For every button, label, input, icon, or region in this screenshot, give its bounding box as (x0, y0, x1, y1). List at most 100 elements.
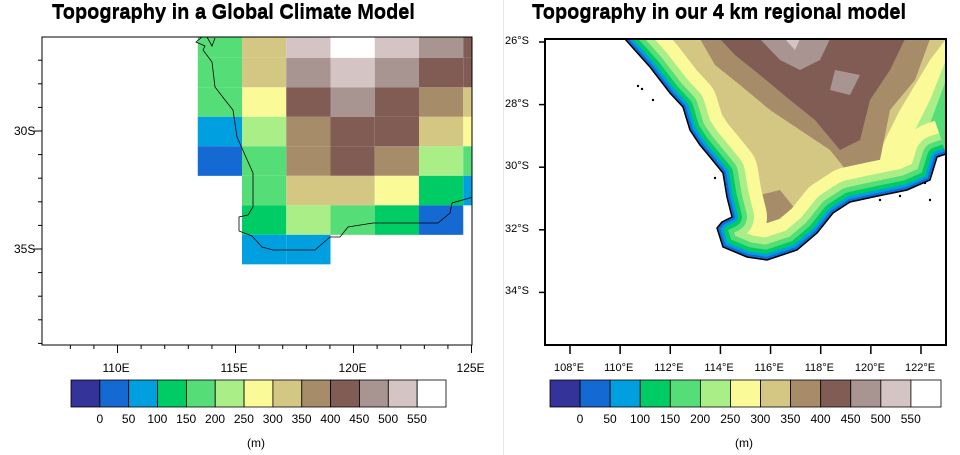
highland (720, 39, 905, 150)
grid-cell (419, 57, 464, 88)
left-title: Topography in a Global Climate Model (52, 1, 415, 23)
colorbar-label: 0 (96, 412, 104, 426)
grid-cell (197, 146, 243, 176)
lon-label: 110°E (604, 362, 634, 374)
colorbar-label: 200 (690, 412, 711, 426)
grid-cell (463, 37, 472, 58)
grid-cell (242, 205, 287, 235)
grid-cell (463, 175, 472, 206)
colorbar-swatch (157, 379, 187, 408)
lon-label: 110E (102, 361, 130, 375)
colorbar-swatch (579, 379, 611, 408)
grid-cell (242, 116, 287, 147)
colorbar-swatch (850, 379, 882, 408)
colorbar-label: 50 (603, 412, 617, 426)
right-chart-title: Topography in our 4 km regional model (532, 2, 906, 24)
grid-cell (374, 87, 420, 117)
grid-cell (242, 37, 287, 58)
island (923, 181, 927, 185)
colorbar-swatch (820, 379, 852, 408)
grid-cell (463, 116, 472, 147)
grid-cell (330, 146, 375, 176)
colorbar-swatch (760, 379, 792, 408)
island (878, 198, 882, 202)
island (651, 98, 655, 102)
colorbar-swatch (185, 379, 216, 408)
grid-cell (286, 146, 331, 176)
colorbar-swatch (416, 379, 447, 408)
colorbar-swatch (549, 379, 581, 408)
island (898, 194, 902, 198)
colorbar-swatch (243, 379, 274, 408)
lon-label: 118°E (804, 362, 834, 374)
grid-cell (197, 37, 243, 58)
colorbar-swatch (669, 379, 701, 408)
grid-cell (286, 116, 331, 147)
grid-cell (286, 87, 331, 117)
grid-cell (242, 87, 287, 117)
lon-label: 125E (456, 361, 485, 375)
grid-cell (286, 37, 331, 58)
grid-cell (419, 87, 464, 117)
grid-cell (242, 234, 287, 265)
grid-cell (374, 37, 420, 58)
colorbar-label: 400 (320, 412, 341, 426)
grid-cell (330, 205, 375, 235)
colorbar-label: 450 (349, 412, 370, 426)
grid-cell (286, 234, 331, 265)
colorbar-label: 500 (870, 412, 891, 426)
lat-label: 34°S (505, 285, 529, 298)
left-ticks (34, 59, 473, 353)
colorbar-label: 550 (900, 412, 921, 426)
colorbar-label: 300 (750, 412, 771, 426)
grid-cell (286, 205, 331, 235)
right-title: Topography in our 4 km regional model (532, 1, 907, 23)
left-map-frame (41, 36, 473, 346)
lon-label: 114°E (704, 362, 734, 374)
lon-label: 115E (220, 361, 248, 375)
colorbar-swatch (910, 379, 942, 408)
grid-cell (374, 146, 420, 176)
colorbar-swatch (699, 379, 731, 408)
grid-cell (374, 175, 420, 206)
colorbar-label: 450 (840, 412, 861, 426)
island (636, 84, 640, 88)
colorbar-label: 250 (720, 412, 741, 426)
colorbar-label: 350 (291, 412, 312, 426)
grid-cell (374, 205, 420, 235)
grid-cell (463, 146, 472, 176)
colorbar-label: 100 (147, 412, 168, 426)
right-colorbar-unit: (m) (735, 436, 753, 450)
island (928, 198, 932, 202)
colorbar-label: 300 (262, 412, 283, 426)
right-colorbar (549, 379, 942, 408)
colorbar-swatch (790, 379, 822, 408)
colorbar-label: 200 (205, 412, 226, 426)
grid-cell (419, 175, 464, 206)
colorbar-label: 250 (233, 412, 254, 426)
left-colorbar (70, 379, 447, 408)
colorbar-swatch (214, 379, 245, 408)
colorbar-label: 150 (660, 412, 681, 426)
right-ticks (539, 41, 922, 354)
grid-cell (463, 57, 472, 88)
lon-label: 122°E (904, 362, 936, 374)
lon-label: 116°E (754, 362, 784, 374)
lon-label: 108°E (554, 362, 585, 374)
lat-label: 35S (14, 242, 36, 256)
grid-cell (374, 57, 420, 88)
colorbar-label: 100 (630, 412, 651, 426)
colorbar-label: 400 (810, 412, 831, 426)
grid-cell (197, 116, 243, 147)
lat-label: 32°S (505, 222, 529, 235)
colorbar-label: 150 (176, 412, 197, 426)
left-chart-title: Topography in a Global Climate Model (52, 2, 415, 24)
colorbar-swatch (880, 379, 912, 408)
lon-label: 120E (338, 361, 367, 375)
grid-cell (242, 57, 287, 88)
grid-cell (330, 57, 375, 88)
left-coastline-north (206, 36, 216, 47)
colorbar-swatch (730, 379, 761, 408)
colorbar-swatch (330, 379, 360, 408)
island (713, 176, 717, 180)
